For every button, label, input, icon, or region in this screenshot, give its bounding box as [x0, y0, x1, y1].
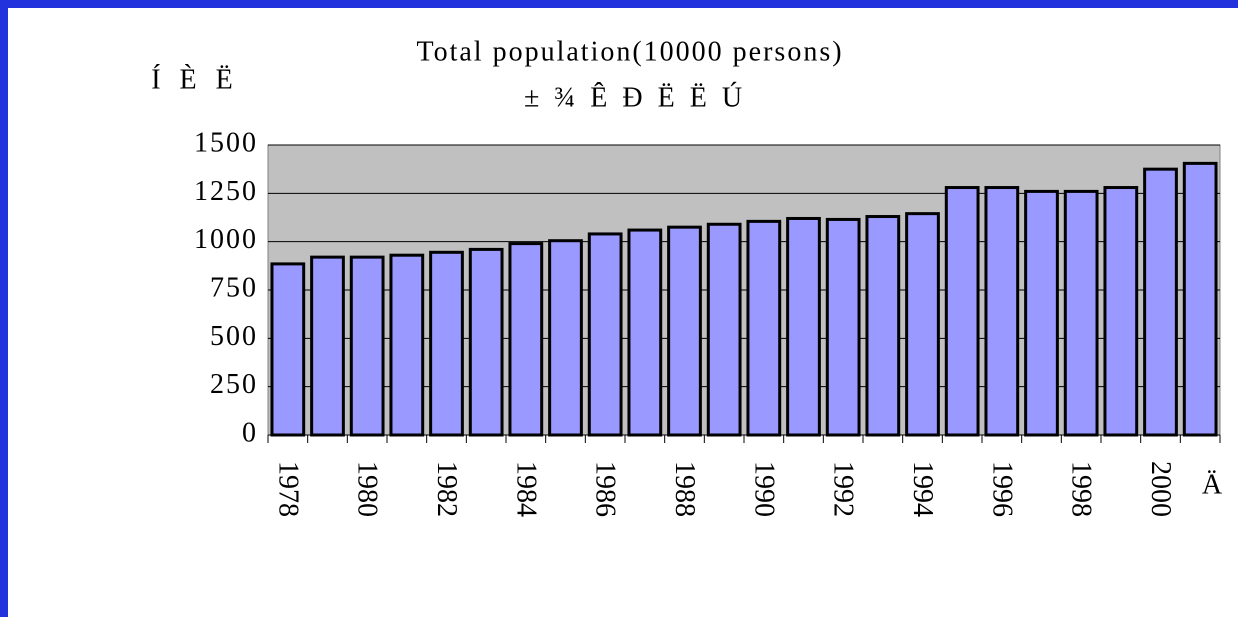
bar — [786, 216, 821, 437]
x-tick-label: 1986 — [590, 461, 621, 517]
bar — [984, 186, 1020, 437]
x-tick-label: 1996 — [986, 461, 1017, 517]
x-tick-label: 1982 — [431, 461, 462, 517]
x-tick-label: 1978 — [272, 461, 303, 517]
bar — [1182, 161, 1218, 437]
x-tick-label: 2000 — [1145, 461, 1176, 517]
bar — [667, 225, 702, 437]
chart-subtitle: ± ¾ Ê Ð Ë Ë Ú — [524, 82, 746, 113]
bar — [905, 212, 940, 437]
y-tick-label: 0 — [242, 417, 258, 448]
bar — [349, 255, 385, 437]
x-tick-label: 1990 — [748, 461, 779, 517]
x-tick-label: 1988 — [669, 461, 700, 517]
border-top — [0, 0, 1238, 8]
x-tick-label: 1980 — [352, 461, 383, 517]
bar — [627, 228, 663, 437]
bar — [865, 215, 901, 437]
bar — [310, 255, 345, 437]
bar — [1024, 189, 1059, 437]
x-tick-label: 1998 — [1066, 461, 1097, 517]
x-tick-label: 1994 — [907, 461, 938, 517]
bar — [468, 247, 504, 437]
bar — [429, 250, 464, 437]
bar — [548, 239, 583, 437]
x-tick-label: 1984 — [510, 461, 541, 517]
chart-title: Total population(10000 persons) — [416, 36, 843, 67]
y-tick-label: 250 — [210, 369, 258, 400]
bar — [746, 219, 782, 437]
y-tick-label: 1000 — [194, 224, 258, 255]
bar — [508, 242, 544, 437]
y-tick-label: 750 — [210, 272, 258, 303]
y-axis-label: Í È Ë — [151, 64, 239, 95]
bar — [944, 186, 980, 437]
bar — [587, 232, 623, 437]
bar — [1143, 167, 1178, 437]
bar — [1103, 186, 1139, 437]
x-tick-label: 1992 — [828, 461, 859, 517]
bar — [389, 253, 425, 437]
y-tick-label: 1500 — [194, 127, 258, 158]
y-tick-label: 1250 — [194, 176, 258, 207]
x-axis-label: Ä — [1202, 469, 1223, 500]
bar — [825, 217, 861, 437]
bar — [706, 222, 742, 437]
border-left — [0, 0, 8, 617]
bar — [270, 262, 306, 437]
y-tick-label: 500 — [210, 321, 258, 352]
bar — [1063, 189, 1099, 437]
